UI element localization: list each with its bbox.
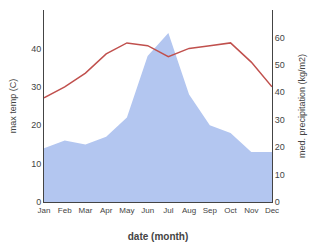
svg-text:date (month): date (month) <box>128 231 189 242</box>
svg-text:30: 30 <box>31 82 41 92</box>
svg-text:Jan: Jan <box>38 206 51 215</box>
svg-text:max temp (C): max temp (C) <box>8 79 18 134</box>
svg-text:40: 40 <box>31 44 41 54</box>
svg-text:0: 0 <box>275 197 280 207</box>
svg-text:Oct: Oct <box>224 206 237 215</box>
svg-text:Nov: Nov <box>244 206 258 215</box>
svg-text:60: 60 <box>275 33 285 43</box>
svg-text:20: 20 <box>275 142 285 152</box>
svg-text:med. precipitation (kg/m2): med. precipitation (kg/m2) <box>297 54 307 158</box>
svg-text:Mar: Mar <box>79 206 93 215</box>
svg-text:20: 20 <box>31 120 41 130</box>
svg-text:Jun: Jun <box>141 206 154 215</box>
svg-text:40: 40 <box>275 87 285 97</box>
svg-text:May: May <box>119 206 134 215</box>
svg-text:30: 30 <box>275 115 285 125</box>
svg-text:0: 0 <box>36 197 41 207</box>
svg-text:Feb: Feb <box>58 206 72 215</box>
svg-text:Apr: Apr <box>100 206 113 215</box>
svg-text:Dec: Dec <box>265 206 279 215</box>
svg-text:Sep: Sep <box>203 206 218 215</box>
svg-text:Aug: Aug <box>182 206 196 215</box>
svg-text:Jul: Jul <box>163 206 173 215</box>
svg-text:10: 10 <box>275 170 285 180</box>
svg-text:10: 10 <box>31 159 41 169</box>
svg-text:50: 50 <box>275 60 285 70</box>
